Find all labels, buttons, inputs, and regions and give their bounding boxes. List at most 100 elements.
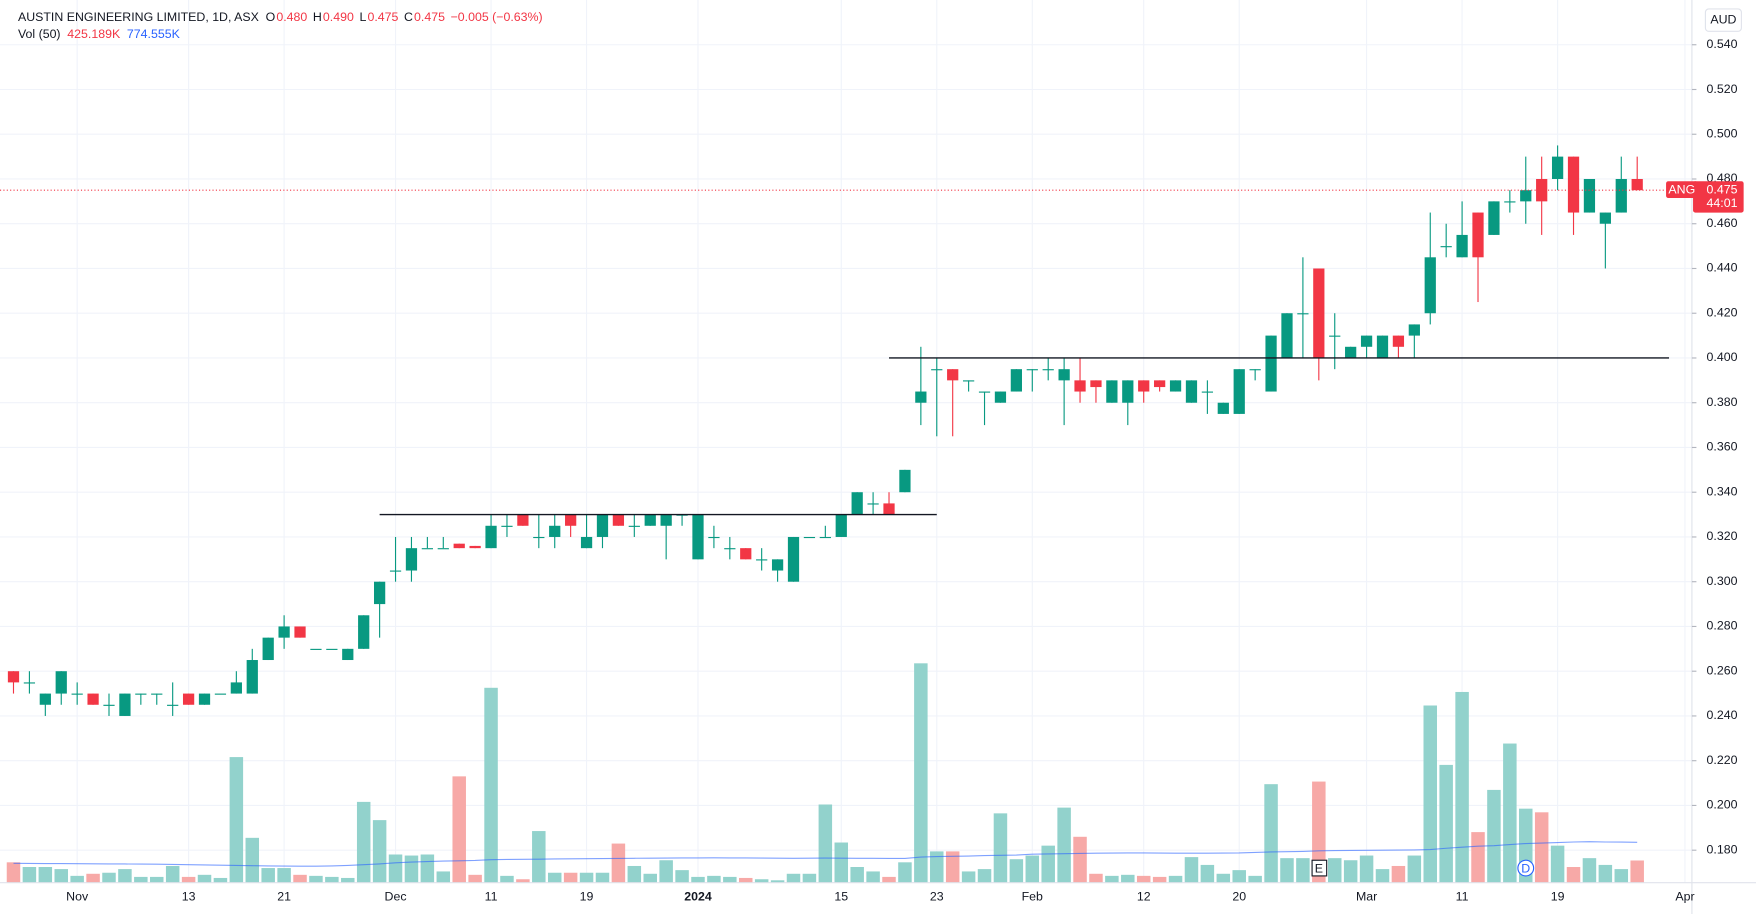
volume-bar bbox=[563, 872, 578, 883]
candle-body bbox=[1472, 212, 1484, 258]
candle-body bbox=[1074, 380, 1086, 392]
candle-body bbox=[294, 626, 306, 638]
volume-bar bbox=[627, 865, 642, 883]
x-tick-label: 23 bbox=[930, 889, 944, 903]
volume-value: 425.189K bbox=[67, 27, 121, 41]
candle-body bbox=[1138, 380, 1150, 392]
candle-body bbox=[1185, 380, 1198, 403]
volume-bar bbox=[1121, 874, 1135, 883]
candle-body bbox=[947, 369, 959, 381]
volume-bar bbox=[786, 873, 801, 883]
volume-bar bbox=[1423, 705, 1437, 883]
candle-body bbox=[1329, 335, 1341, 337]
volume-bar bbox=[1503, 743, 1517, 883]
candle-body bbox=[405, 548, 418, 571]
candle-body bbox=[1583, 178, 1596, 213]
ohlc-value: 0.475 bbox=[414, 10, 445, 24]
volume-bar bbox=[993, 813, 1008, 883]
symbol: ANG bbox=[1668, 182, 1695, 196]
volume-bar bbox=[1550, 845, 1565, 883]
ohlc-value: 0.490 bbox=[323, 10, 354, 24]
currency[interactable]: AUD bbox=[1710, 12, 1736, 26]
y-tick-label: 0.440 bbox=[1707, 261, 1738, 275]
candle-body bbox=[803, 536, 816, 539]
candle-body bbox=[342, 648, 354, 661]
candle-body bbox=[1424, 257, 1436, 314]
candle-body bbox=[835, 514, 847, 537]
candle-body bbox=[962, 380, 975, 382]
volume-bar bbox=[1009, 859, 1024, 883]
x-tick-label: 12 bbox=[1137, 889, 1151, 903]
volume-bar bbox=[1136, 875, 1151, 883]
volume-bar bbox=[1391, 865, 1406, 883]
y-tick-label: 0.260 bbox=[1707, 663, 1738, 677]
volume-ma-value: 774.555K bbox=[127, 27, 181, 41]
volume-bar bbox=[181, 876, 196, 883]
candle-body bbox=[580, 536, 593, 549]
candle-body bbox=[692, 514, 704, 560]
ohlc-key: L bbox=[359, 10, 366, 24]
volume-bar bbox=[659, 860, 673, 883]
volume-bar bbox=[595, 872, 610, 883]
candle-body bbox=[851, 492, 863, 515]
countdown: 44:01 bbox=[1707, 196, 1738, 210]
y-tick-label: 0.320 bbox=[1707, 529, 1738, 543]
y-tick-label: 0.520 bbox=[1707, 82, 1738, 96]
candle-body bbox=[1488, 201, 1500, 235]
volume-bar bbox=[500, 875, 514, 883]
candle-body bbox=[565, 514, 577, 526]
y-tick-label: 0.300 bbox=[1707, 574, 1738, 588]
volume-bar bbox=[1200, 864, 1215, 883]
candle-body bbox=[1551, 156, 1564, 179]
volume-bar bbox=[229, 757, 244, 883]
candle-body bbox=[517, 514, 529, 526]
volume-bar bbox=[22, 867, 37, 883]
candle-body bbox=[1345, 346, 1357, 358]
volume-bar bbox=[1232, 870, 1246, 883]
volume-bar bbox=[930, 851, 944, 883]
volume-bar bbox=[675, 870, 689, 883]
candle-body bbox=[1058, 369, 1070, 381]
candle-body bbox=[389, 570, 402, 572]
volume-bar bbox=[834, 842, 849, 883]
volume-bar bbox=[818, 804, 833, 883]
volume-bar bbox=[277, 868, 291, 883]
candle-body bbox=[1376, 335, 1389, 358]
candle-body bbox=[740, 548, 752, 560]
volume-bar bbox=[1168, 875, 1183, 883]
candle-body bbox=[1360, 335, 1373, 347]
x-tick-label: 13 bbox=[182, 889, 196, 903]
volume-bar bbox=[691, 876, 705, 883]
candle-body bbox=[1265, 335, 1277, 392]
candle-body bbox=[1217, 402, 1229, 414]
candle-body bbox=[1392, 335, 1405, 347]
candle-body bbox=[1042, 369, 1054, 371]
volume-bar bbox=[898, 862, 912, 883]
candle-body bbox=[771, 559, 784, 571]
volume-bar bbox=[723, 876, 737, 883]
volume-bar bbox=[1375, 869, 1390, 883]
volume-bar bbox=[1057, 807, 1071, 883]
currency-box[interactable] bbox=[1704, 8, 1742, 32]
y-tick-label: 0.360 bbox=[1707, 440, 1738, 454]
volume-bar bbox=[341, 877, 355, 883]
candle-body bbox=[230, 682, 242, 694]
volume-bar bbox=[150, 876, 164, 883]
candle-body bbox=[756, 559, 768, 561]
volume-bar bbox=[977, 869, 992, 883]
x-tick-label: 11 bbox=[485, 889, 498, 903]
candle-body bbox=[644, 514, 656, 526]
candle-body bbox=[198, 693, 211, 705]
volume-bar bbox=[945, 851, 960, 883]
candle-body bbox=[214, 693, 227, 695]
volume-bar bbox=[388, 854, 403, 883]
candle-body bbox=[1631, 178, 1643, 191]
volume-bar bbox=[1280, 858, 1294, 883]
volume-bar bbox=[1216, 873, 1231, 883]
candle-body bbox=[883, 503, 895, 515]
candle-body bbox=[23, 682, 36, 684]
candle-body bbox=[55, 671, 67, 694]
y-tick-label: 0.200 bbox=[1707, 798, 1738, 812]
